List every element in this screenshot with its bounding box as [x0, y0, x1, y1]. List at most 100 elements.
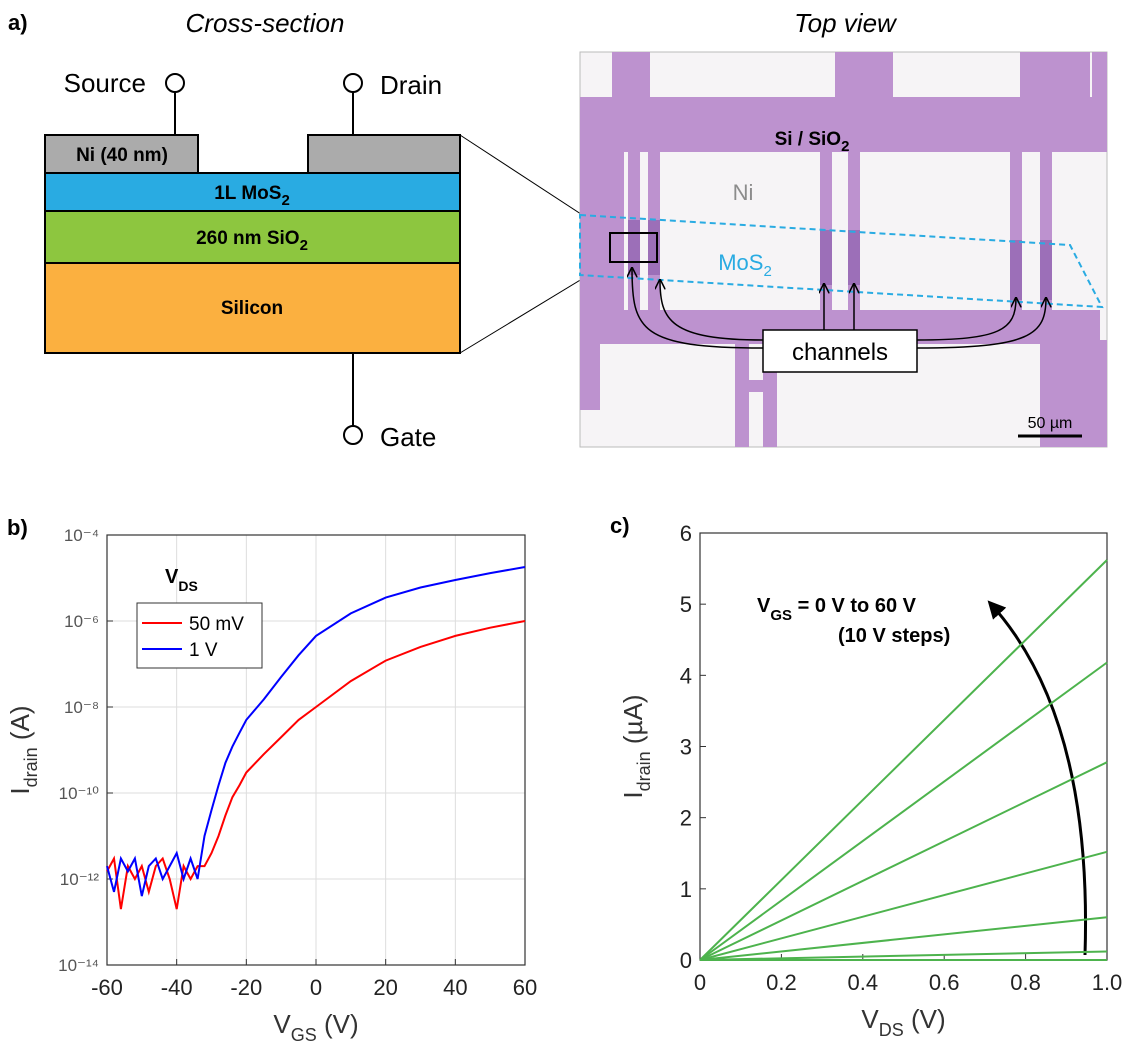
- x-tick-label: 0.8: [1010, 970, 1041, 995]
- panel-label: a): [8, 10, 28, 35]
- annotation-sub: GS: [770, 607, 792, 624]
- y-tick-label: 2: [680, 806, 692, 831]
- scale-bar-label: 50 µm: [1028, 415, 1073, 432]
- cross-section-title: Cross-section: [186, 8, 345, 38]
- silicon-layer: [44, 262, 461, 354]
- panel-label: c): [610, 513, 630, 538]
- cross-section: [44, 73, 611, 445]
- ni-contact: [44, 134, 199, 174]
- annotation-text: V: [757, 595, 771, 617]
- layer-label-text: 1L MoS: [214, 183, 281, 204]
- x-axis-label-sub: GS: [291, 1025, 317, 1045]
- y-axis-label-suffix: (A): [5, 705, 35, 747]
- legend-title-sub: DS: [178, 578, 197, 594]
- panel-label: b): [7, 515, 28, 540]
- x-tick-label: 0.2: [766, 970, 797, 995]
- y-tick-label: 10⁻¹²: [60, 870, 100, 889]
- x-axis-label: VDS (V): [861, 1004, 945, 1040]
- mos2-layer: [44, 172, 461, 212]
- channels-box: [762, 329, 918, 373]
- x-axis-label-text: V: [273, 1009, 291, 1039]
- y-axis-label-suffix: (µA): [618, 694, 648, 751]
- metal-label: Ni: [733, 180, 754, 205]
- x-tick-label: 0: [694, 970, 706, 995]
- x-tick-label: 0.4: [848, 970, 879, 995]
- flake-label: MoS2: [718, 250, 772, 280]
- legend-label: 50 mV: [189, 614, 244, 635]
- layer-label: 260 nm SiO2: [196, 228, 308, 254]
- flake-label-text: MoS: [718, 250, 763, 275]
- terminal-label: Drain: [380, 70, 442, 100]
- ni-contact: [307, 134, 461, 174]
- channel-arrows: [632, 268, 1046, 349]
- annotation-suffix: = 0 V to 60 V: [792, 595, 917, 617]
- layer-label-sub: 2: [281, 192, 289, 209]
- legend-title: VDS: [165, 566, 198, 594]
- y-tick-label: 3: [680, 735, 692, 760]
- terminal-label: Gate: [380, 422, 436, 452]
- legend-box: [136, 602, 263, 669]
- x-tick-label: -60: [91, 975, 123, 1000]
- substrate-label-sub: 2: [841, 138, 849, 155]
- y-tick-label: 4: [680, 663, 692, 688]
- substrate-label-text: Si / SiO: [775, 129, 842, 150]
- terminal: [165, 73, 185, 93]
- channels-label: channels: [792, 339, 888, 366]
- line-series: [699, 916, 1108, 961]
- x-tick-label: -20: [230, 975, 262, 1000]
- line-series: [699, 761, 1108, 961]
- y-tick-label: 0: [680, 948, 692, 973]
- y-tick-label: 1: [680, 877, 692, 902]
- y-tick-label: 6: [680, 521, 692, 546]
- line-series: [106, 566, 526, 897]
- annotation: (10 V steps): [838, 625, 950, 647]
- flake-outline: [579, 213, 1104, 309]
- x-tick-label: -40: [161, 975, 193, 1000]
- photo: channels Si / SiO2 Ni MoS2 50 µm: [579, 51, 1108, 448]
- zoom-box: [609, 232, 658, 263]
- y-axis-label-text: I: [618, 791, 648, 798]
- top-view-title: Top view: [794, 8, 898, 38]
- legend-label: 1 V: [189, 640, 218, 661]
- annotation-arrow: [987, 600, 1087, 956]
- line-series: [106, 620, 526, 910]
- layer-label: Ni (40 nm): [76, 145, 168, 166]
- y-tick-label: 10⁻¹⁴: [58, 956, 99, 975]
- x-axis-label-text: V: [861, 1004, 879, 1034]
- line-series: [699, 850, 1108, 961]
- legend-title-text: V: [165, 566, 179, 588]
- x-tick-label: 20: [373, 975, 397, 1000]
- y-axis-label: Idrain (A): [5, 705, 41, 794]
- x-axis-label-suffix: (V): [904, 1004, 946, 1034]
- x-axis-label-suffix: (V): [317, 1009, 359, 1039]
- y-axis-label-text: I: [5, 787, 35, 794]
- y-tick-label: 5: [680, 592, 692, 617]
- x-tick-label: 0.6: [929, 970, 960, 995]
- layer-label-sub: 2: [300, 237, 308, 254]
- y-axis-label: Idrain (µA): [618, 694, 654, 798]
- y-tick-label: 10⁻⁸: [64, 698, 99, 717]
- x-tick-label: 1.0: [1092, 970, 1123, 995]
- terminal-label: Source: [64, 68, 146, 98]
- x-tick-label: 60: [513, 975, 537, 1000]
- x-axis-label-sub: DS: [879, 1020, 904, 1040]
- line-series: [699, 950, 1108, 961]
- x-tick-label: 40: [443, 975, 467, 1000]
- y-tick-label: 10⁻¹⁰: [59, 784, 100, 803]
- line-series: [699, 559, 1108, 961]
- x-axis-label: VGS (V): [273, 1009, 358, 1045]
- y-tick-label: 10⁻⁶: [64, 612, 99, 631]
- y-tick-label: 10⁻⁴: [64, 526, 99, 545]
- substrate-label: Si / SiO2: [775, 129, 850, 155]
- plot-frame: [106, 534, 526, 966]
- terminal: [343, 425, 363, 445]
- flake-label-sub: 2: [763, 263, 771, 280]
- layer-label: Silicon: [221, 298, 283, 319]
- y-axis-label-sub: drain: [21, 747, 41, 787]
- y-axis-label-sub: drain: [634, 751, 654, 791]
- sio2-layer: [44, 210, 461, 264]
- annotation: VGS = 0 V to 60 V: [757, 595, 917, 624]
- layer-label-text: 260 nm SiO: [196, 228, 300, 249]
